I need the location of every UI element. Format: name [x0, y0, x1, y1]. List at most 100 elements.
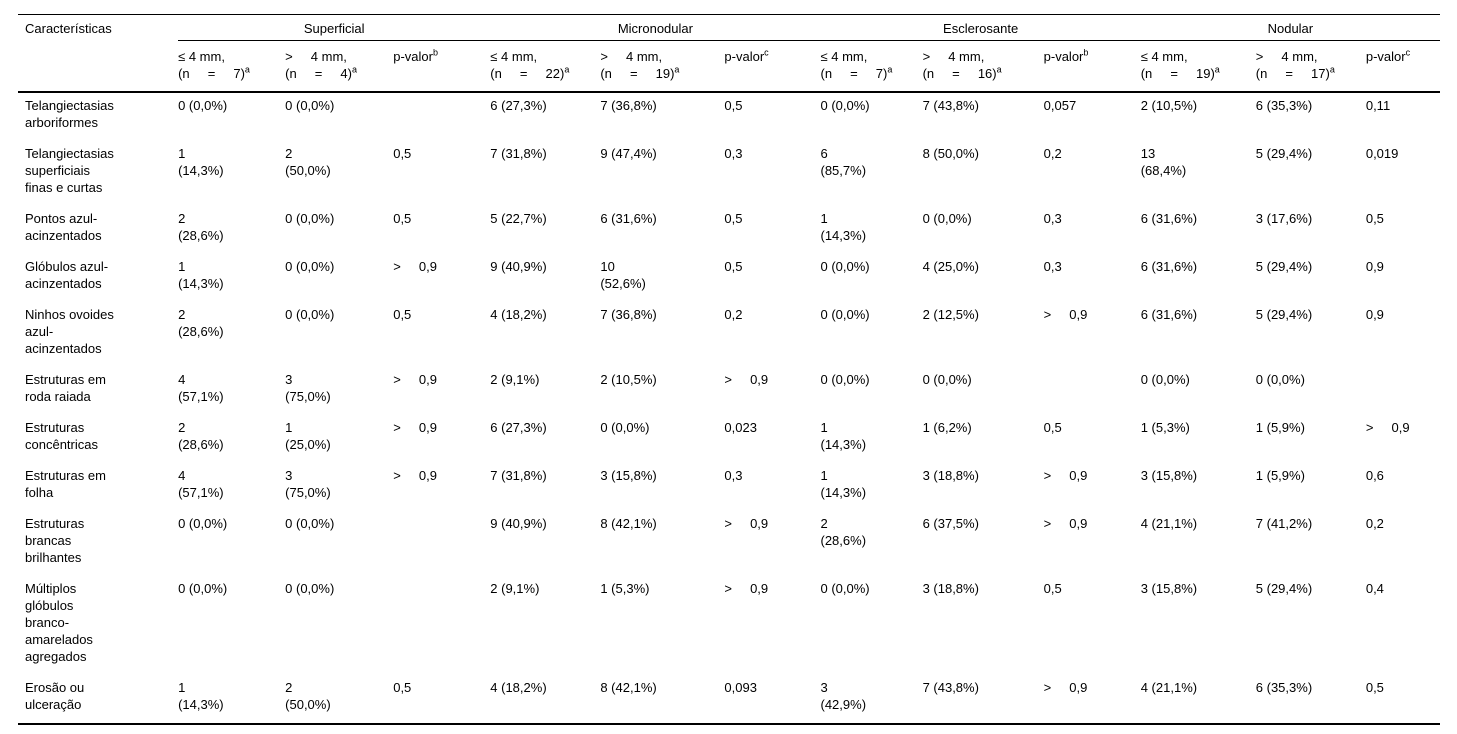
- table-cell: 0 (0,0%): [285, 211, 335, 226]
- table-cell: 6 (31,6%): [1140, 307, 1198, 322]
- table-cell: [1044, 367, 1141, 415]
- table-cell: 8 (42,1%): [600, 680, 657, 695]
- table-cell: 9 (40,9%): [490, 259, 547, 274]
- subcolumn-header-line1: > 4 mm,: [922, 49, 985, 64]
- row-label: Erosão ou ulceração: [25, 680, 85, 712]
- table-cell: 13 (68,4%): [1140, 146, 1187, 178]
- table-cell: 2 (10,5%): [600, 372, 657, 387]
- table-cell: 4 (18,2%): [490, 307, 547, 322]
- footnote-marker: a: [996, 64, 1002, 75]
- subcolumn-header: ≤ 4 mm, (n = 7)a: [178, 40, 286, 93]
- footnote-marker: c: [764, 47, 769, 58]
- subcolumn-header-line1: > 4 mm,: [1255, 49, 1318, 64]
- table-cell: 7 (41,2%): [1255, 516, 1313, 531]
- subcolumn-header: > 4 mm, (n = 19)a: [600, 40, 725, 93]
- table-row: Estruturas concêntricas 2 (28,6%) 1 (25,0%…: [18, 415, 1440, 463]
- table-cell: 0,5: [724, 211, 743, 226]
- table-cell: 4 (21,1%): [1140, 516, 1198, 531]
- table-cell: 7 (43,8%): [922, 98, 979, 113]
- table-cell: 0,3: [724, 146, 743, 161]
- subcolumn-header: ≤ 4 mm, (n = 7)a: [820, 40, 923, 93]
- table-cell: 0,5: [1043, 581, 1062, 596]
- table-cell: 7 (36,8%): [600, 98, 657, 113]
- subcolumn-header-line2: (n = 7): [178, 66, 245, 81]
- table-cell: 1 (14,3%): [820, 468, 867, 500]
- subcolumn-header: p-valorb: [1043, 40, 1141, 93]
- table-cell: 2 (12,5%): [922, 307, 979, 322]
- table-row: Telangiectasias arboriformes 0 (0,0%) 0 (0…: [18, 92, 1440, 141]
- row-label: Telangiectasias superficiais finas e cur…: [25, 146, 114, 195]
- table-cell: 0,057: [1043, 98, 1077, 113]
- table-cell: 0,4: [1365, 581, 1384, 596]
- row-label: Estruturas em folha: [25, 468, 106, 500]
- table-row: Estruturas em roda raiada 4 (57,1%) 3 (75,…: [18, 367, 1440, 415]
- table-cell: > 0,9: [1043, 516, 1088, 531]
- table-cell: 1 (14,3%): [820, 211, 867, 243]
- table-cell: 5 (29,4%): [1255, 146, 1313, 161]
- subcolumn-header-line1: > 4 mm,: [600, 49, 663, 64]
- footnote-marker: c: [1405, 47, 1411, 58]
- subcolumn-header: > 4 mm, (n = 4)a: [285, 40, 394, 93]
- subcolumn-header-line2: (n = 19): [1140, 66, 1215, 81]
- table-cell: 0,5: [393, 146, 412, 161]
- table-cell: 0 (0,0%): [600, 420, 650, 435]
- table-cell: > 0,9: [724, 516, 769, 531]
- table-cell: 6 (27,3%): [490, 98, 547, 113]
- row-label: Estruturas em roda raiada: [25, 372, 106, 404]
- subcolumn-header-line2: (n = 16): [922, 66, 997, 81]
- table-head: Características Superficial Micronodular Es…: [18, 14, 1440, 93]
- table-cell: 9 (47,4%): [600, 146, 657, 161]
- table-cell: 0 (0,0%): [820, 307, 870, 322]
- table-cell: 6 (31,6%): [1140, 259, 1198, 274]
- table-cell: 4 (57,1%): [178, 372, 224, 404]
- table-cell: 0 (0,0%): [820, 98, 870, 113]
- table-cell: 6 (37,5%): [922, 516, 979, 531]
- table-cell: 3 (15,8%): [1140, 468, 1198, 483]
- table-cell: 0 (0,0%): [178, 516, 228, 531]
- table-cell: 3 (42,9%): [820, 680, 867, 712]
- table-cell: 1 (14,3%): [178, 259, 224, 291]
- table-cell: 8 (42,1%): [600, 516, 657, 531]
- subcolumn-header: > 4 mm, (n = 16)a: [922, 40, 1044, 93]
- table-cell: 2 (28,6%): [178, 420, 224, 452]
- table-cell: 0 (0,0%): [1255, 372, 1305, 387]
- table-cell: 2 (9,1%): [490, 581, 540, 596]
- table-cell: 0,11: [1365, 98, 1391, 113]
- group-header: Superficial: [178, 14, 491, 41]
- table-cell: > 0,9: [1043, 307, 1088, 322]
- table-cell: 3 (15,8%): [600, 468, 657, 483]
- subcolumn-header-line2: (n = 17): [1255, 66, 1330, 81]
- table-row: Erosão ou ulceração 1 (14,3%) 2 (50,0%) 0,5…: [18, 675, 1440, 724]
- table-cell: 0 (0,0%): [820, 581, 870, 596]
- table-cell: [1366, 367, 1440, 415]
- table-cell: 4 (57,1%): [178, 468, 224, 500]
- table-cell: 1 (5,3%): [1140, 420, 1190, 435]
- table-cell: 0 (0,0%): [178, 98, 228, 113]
- table-cell: 0,5: [393, 211, 412, 226]
- table-cell: 4 (21,1%): [1140, 680, 1198, 695]
- table-row: Estruturas brancas brilhantes 0 (0,0%) 0 (…: [18, 511, 1440, 576]
- table-cell: 0,9: [1365, 259, 1384, 274]
- table-cell: 0,5: [393, 680, 412, 695]
- row-label: Ninhos ovoides azul- acinzentados: [25, 307, 114, 356]
- row-label: Pontos azul- acinzentados: [25, 211, 102, 243]
- table-cell: 0,093: [724, 680, 757, 695]
- subcolumn-header-line1: p-valor: [724, 49, 765, 64]
- table-cell: 3 (15,8%): [1140, 581, 1198, 596]
- table-cell: 0,3: [1043, 211, 1062, 226]
- table-cell: 3 (17,6%): [1255, 211, 1313, 226]
- table-cell: 4 (18,2%): [490, 680, 547, 695]
- table-cell: 6 (31,6%): [1140, 211, 1198, 226]
- table-cell: 2 (28,6%): [178, 211, 224, 243]
- table-cell: 0,3: [724, 468, 743, 483]
- subcolumn-header-line1: ≤ 4 mm,: [490, 49, 538, 64]
- footnote-marker: b: [432, 47, 438, 58]
- table-cell: 0,2: [724, 307, 743, 322]
- table-cell: 5 (29,4%): [1255, 581, 1313, 596]
- subcolumn-header-line2: (n = 22): [490, 66, 565, 81]
- table-cell: 6 (27,3%): [490, 420, 547, 435]
- table-cell: 9 (40,9%): [490, 516, 547, 531]
- footnote-marker: a: [351, 64, 357, 75]
- table-cell: 0,2: [1365, 516, 1384, 531]
